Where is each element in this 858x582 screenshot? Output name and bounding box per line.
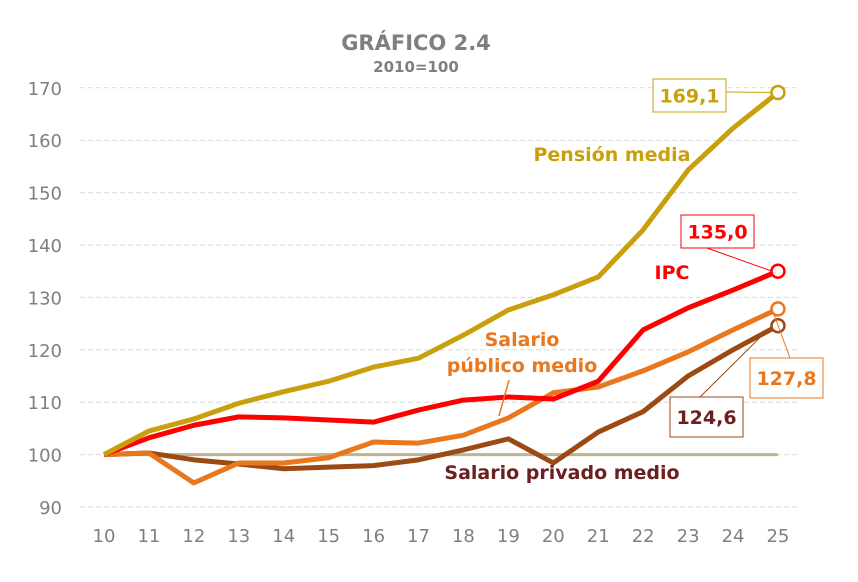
- y-tick-label: 110: [28, 393, 62, 414]
- end-marker: [770, 84, 786, 101]
- series-line: [103, 306, 780, 486]
- leader-line: [706, 247, 773, 272]
- leader-line: [699, 325, 773, 398]
- chart-subtitle: 2010=100: [373, 58, 459, 76]
- leader-line: [771, 308, 791, 359]
- y-tick-label: 150: [28, 184, 62, 205]
- y-tick-label: 100: [28, 446, 62, 467]
- x-tick-label: 13: [227, 526, 250, 547]
- chart-title: GRÁFICO 2.4: [341, 30, 491, 55]
- x-tick-label: 12: [182, 526, 205, 547]
- x-tick-label: 23: [677, 526, 700, 547]
- end-label-box: [652, 78, 727, 113]
- legend-label-public-line1: Salario: [485, 329, 560, 351]
- legend-label-public-line2: público medio: [447, 355, 598, 377]
- series-line: [102, 90, 780, 457]
- legend-label-ipc: IPC: [655, 262, 690, 284]
- y-tick-label: 90: [39, 498, 62, 519]
- end-value-label: 169,1: [659, 86, 719, 108]
- end-label-box: [669, 396, 744, 438]
- x-tick-label: 15: [317, 526, 340, 547]
- x-tick-label: 16: [362, 526, 385, 547]
- leader-line: [725, 91, 772, 94]
- legend-leader: [498, 379, 510, 417]
- x-tick-label: 20: [542, 526, 565, 547]
- y-tick-label: 140: [28, 236, 62, 257]
- x-tick-label: 14: [272, 526, 295, 547]
- end-marker: [770, 301, 786, 317]
- legend-label-pension: Pensión media: [534, 144, 691, 166]
- x-tick-label: 17: [407, 526, 430, 547]
- end-value-label: 135,0: [687, 222, 747, 244]
- x-tick-label: 11: [137, 526, 160, 547]
- end-label-box: [749, 357, 824, 399]
- x-tick-label: 18: [452, 526, 475, 547]
- x-tick-label: 22: [632, 526, 655, 547]
- end-marker: [770, 263, 786, 279]
- x-tick-label: 24: [722, 526, 745, 547]
- series-line: [103, 323, 780, 472]
- x-tick-label: 10: [93, 526, 116, 547]
- x-tick-label: 21: [587, 526, 610, 547]
- series-line: [103, 268, 779, 457]
- y-tick-label: 120: [28, 341, 62, 362]
- end-label-box: [680, 214, 755, 249]
- legend-label-private: Salario privado medio: [444, 462, 679, 484]
- x-tick-label: 19: [497, 526, 520, 547]
- y-tick-label: 130: [28, 288, 62, 309]
- y-tick-label: 160: [28, 131, 62, 152]
- x-tick-label: 25: [766, 526, 789, 547]
- y-tick-label: 170: [28, 79, 62, 100]
- end-value-label: 124,6: [676, 407, 736, 429]
- end-value-label: 127,8: [756, 368, 816, 390]
